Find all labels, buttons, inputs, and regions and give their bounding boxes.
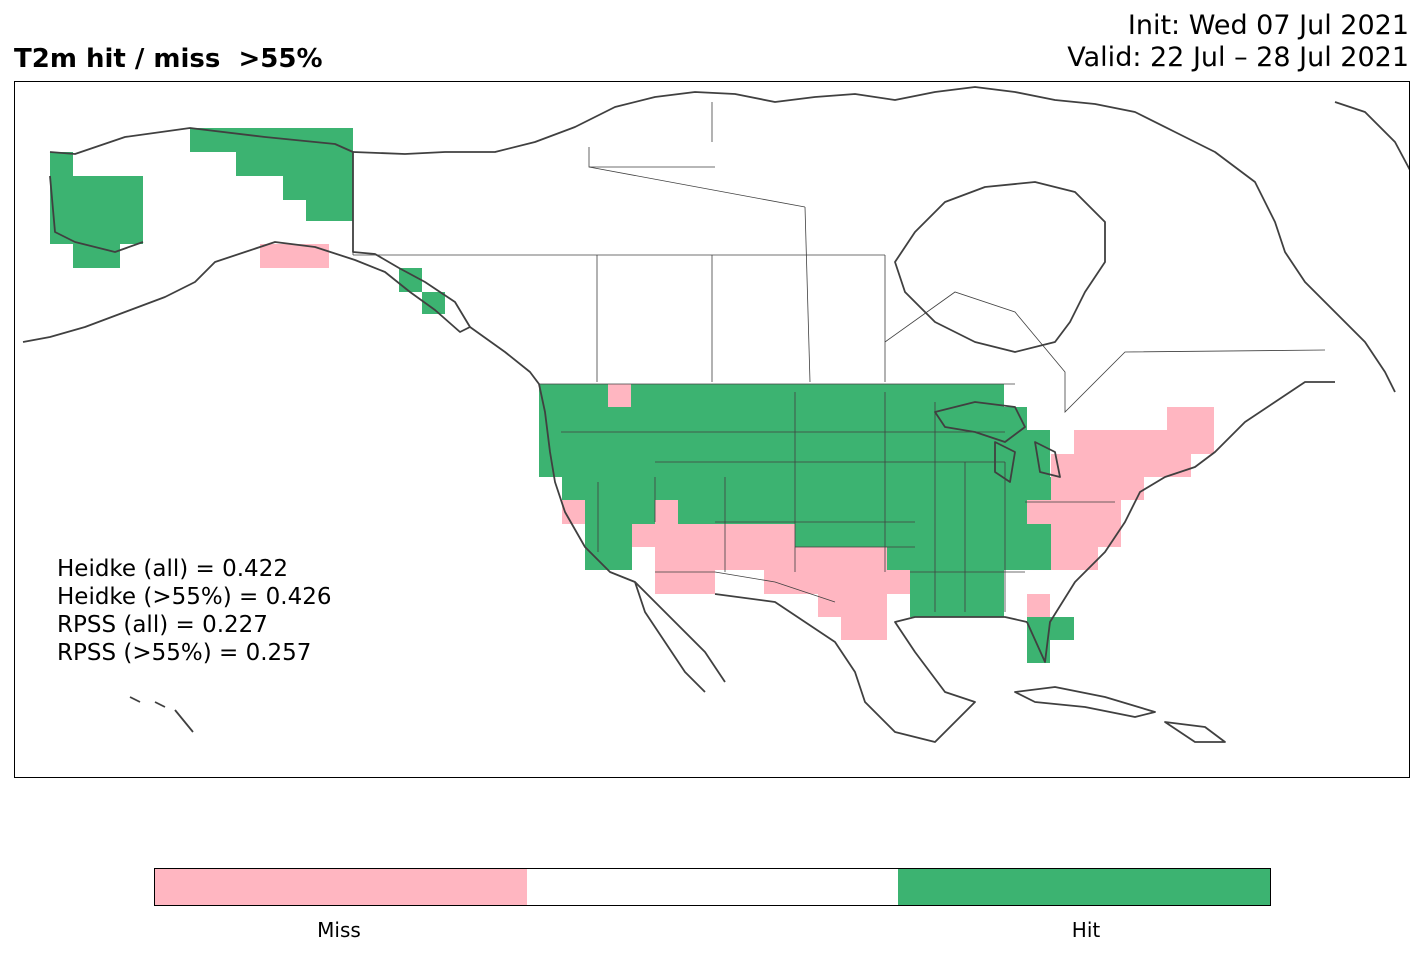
- grid-cell-miss: [655, 570, 715, 594]
- grid-cell-miss: [1051, 547, 1098, 570]
- grid-cell-miss: [1051, 477, 1144, 500]
- score-heidke-55: Heidke (>55%) = 0.426: [57, 584, 332, 610]
- political-borders: [352, 102, 1326, 612]
- valid-period: Valid: 22 Jul – 28 Jul 2021: [1067, 42, 1409, 73]
- grid-cell-hit: [562, 477, 1051, 500]
- colorbar-label-hit: Hit: [1071, 918, 1101, 942]
- grid-cell-miss: [795, 547, 887, 570]
- grid-cell-hit: [399, 268, 422, 292]
- grid-cell-miss: [1074, 430, 1214, 454]
- score-rpss-all: RPSS (all) = 0.227: [57, 612, 268, 638]
- grid-cell-hit: [1027, 430, 1050, 477]
- grid-cell-hit: [236, 152, 353, 176]
- grid-cell-hit: [306, 199, 353, 221]
- grid-cell-miss: [764, 570, 910, 594]
- grid-cell-hit: [887, 547, 1051, 570]
- grid-cell-hit: [1027, 640, 1050, 663]
- grid-cell-hit: [910, 570, 1004, 594]
- coastlines: [22, 86, 1409, 743]
- skill-scores: Heidke (all) = 0.422 Heidke (>55%) = 0.4…: [57, 555, 331, 667]
- grid-cell-miss: [1167, 407, 1214, 430]
- colorbar-miss: [155, 869, 527, 905]
- grid-cell-hit: [585, 547, 632, 570]
- grid-cell-miss: [818, 594, 887, 617]
- grid-cell-miss: [1027, 500, 1074, 524]
- map-panel: [14, 81, 1410, 778]
- grid-cell-miss: [1051, 454, 1191, 477]
- map-title: T2m hit / miss >55%: [14, 44, 323, 74]
- grid-cell-miss: [632, 524, 795, 547]
- grid-cell-miss: [608, 384, 631, 407]
- grid-cell-hit: [283, 176, 353, 200]
- colorbar-neutral: [526, 869, 899, 905]
- score-rpss-55: RPSS (>55%) = 0.257: [57, 640, 312, 666]
- grid-cell-miss: [1027, 594, 1050, 617]
- score-heidke-all: Heidke (all) = 0.422: [57, 556, 288, 582]
- colorbar-label-miss: Miss: [317, 918, 361, 942]
- grid-cell-hit: [910, 594, 1004, 617]
- grid-cell-hit: [1004, 407, 1027, 477]
- verification-grid: [50, 128, 1214, 663]
- grid-cell-hit: [1027, 617, 1074, 640]
- grid-cell-miss: [1051, 524, 1098, 547]
- grid-cell-miss: [841, 617, 887, 640]
- colorbar: [154, 868, 1271, 906]
- init-date: Init: Wed 07 Jul 2021: [1127, 10, 1409, 41]
- date-info: Init: Wed 07 Jul 2021 Valid: 22 Jul – 28…: [1067, 10, 1409, 74]
- grid-cell-hit: [50, 152, 73, 176]
- grid-cell-hit: [50, 176, 143, 222]
- grid-cell-hit: [801, 524, 1051, 547]
- north-america-map: [22, 86, 1409, 743]
- grid-cell-hit: [50, 222, 143, 244]
- grid-cell-hit: [422, 292, 445, 314]
- colorbar-hit: [898, 869, 1271, 905]
- grid-cell-miss: [655, 500, 678, 524]
